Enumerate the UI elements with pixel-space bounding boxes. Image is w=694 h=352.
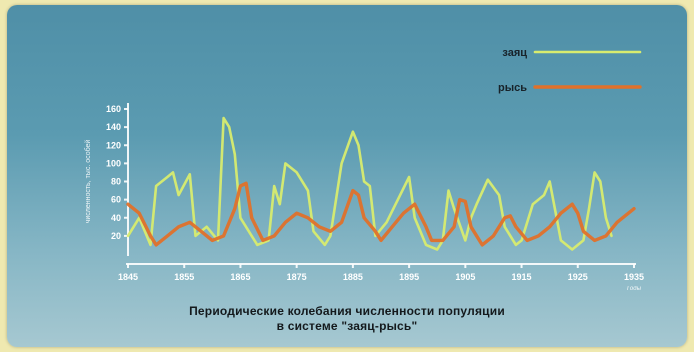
y-axis-label: численность, тыс. особей	[84, 140, 92, 224]
x-tick-label: 1845	[118, 272, 138, 282]
y-tick-label: 140	[106, 122, 121, 132]
y-tick-label: 120	[106, 140, 121, 150]
y-tick-label: 60	[111, 195, 121, 205]
x-tick-label: 1885	[343, 272, 363, 282]
x-tick-label: 1875	[287, 272, 307, 282]
chart-panel: заяц рысь 20 40 60 80 100 120 140 160 численность…	[7, 5, 687, 347]
x-tick-label: 1935	[624, 272, 644, 282]
x-tick-label: 1915	[512, 272, 532, 282]
x-axis: 1845 1855 1865 1875 1885 1895 1905 1915 1925 1935…	[118, 263, 644, 292]
legend: заяц рысь	[498, 47, 642, 94]
x-tick-label: 1895	[399, 272, 419, 282]
legend-label-0: заяц	[502, 47, 527, 59]
y-tick-label: 20	[111, 231, 121, 241]
chart-title: Периодические колебания численности попу…	[189, 304, 505, 318]
x-tick-label: 1905	[455, 272, 475, 282]
y-tick-label: 80	[111, 177, 121, 187]
y-axis: 20 40 60 80 100 120 140 160 численность, тыс. ос…	[84, 103, 129, 256]
series-lines	[126, 116, 636, 251]
chart-subtitle: в системе "заяц-рысь"	[276, 319, 418, 333]
y-tick-label: 160	[106, 104, 121, 114]
line-chart: заяц рысь 20 40 60 80 100 120 140 160 численность…	[84, 47, 644, 292]
x-tick-label: 1925	[568, 272, 588, 282]
legend-label-1: рысь	[498, 82, 527, 94]
x-axis-unit-label: Годы	[627, 286, 642, 292]
x-tick-label: 1855	[174, 272, 194, 282]
x-tick-label: 1865	[230, 272, 250, 282]
series-line-1	[126, 181, 636, 247]
y-tick-label: 100	[106, 158, 121, 168]
y-tick-label: 40	[111, 213, 121, 223]
